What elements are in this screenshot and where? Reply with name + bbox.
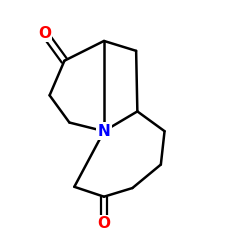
Text: O: O (38, 26, 51, 41)
Text: O: O (98, 216, 110, 232)
Text: N: N (98, 124, 110, 139)
